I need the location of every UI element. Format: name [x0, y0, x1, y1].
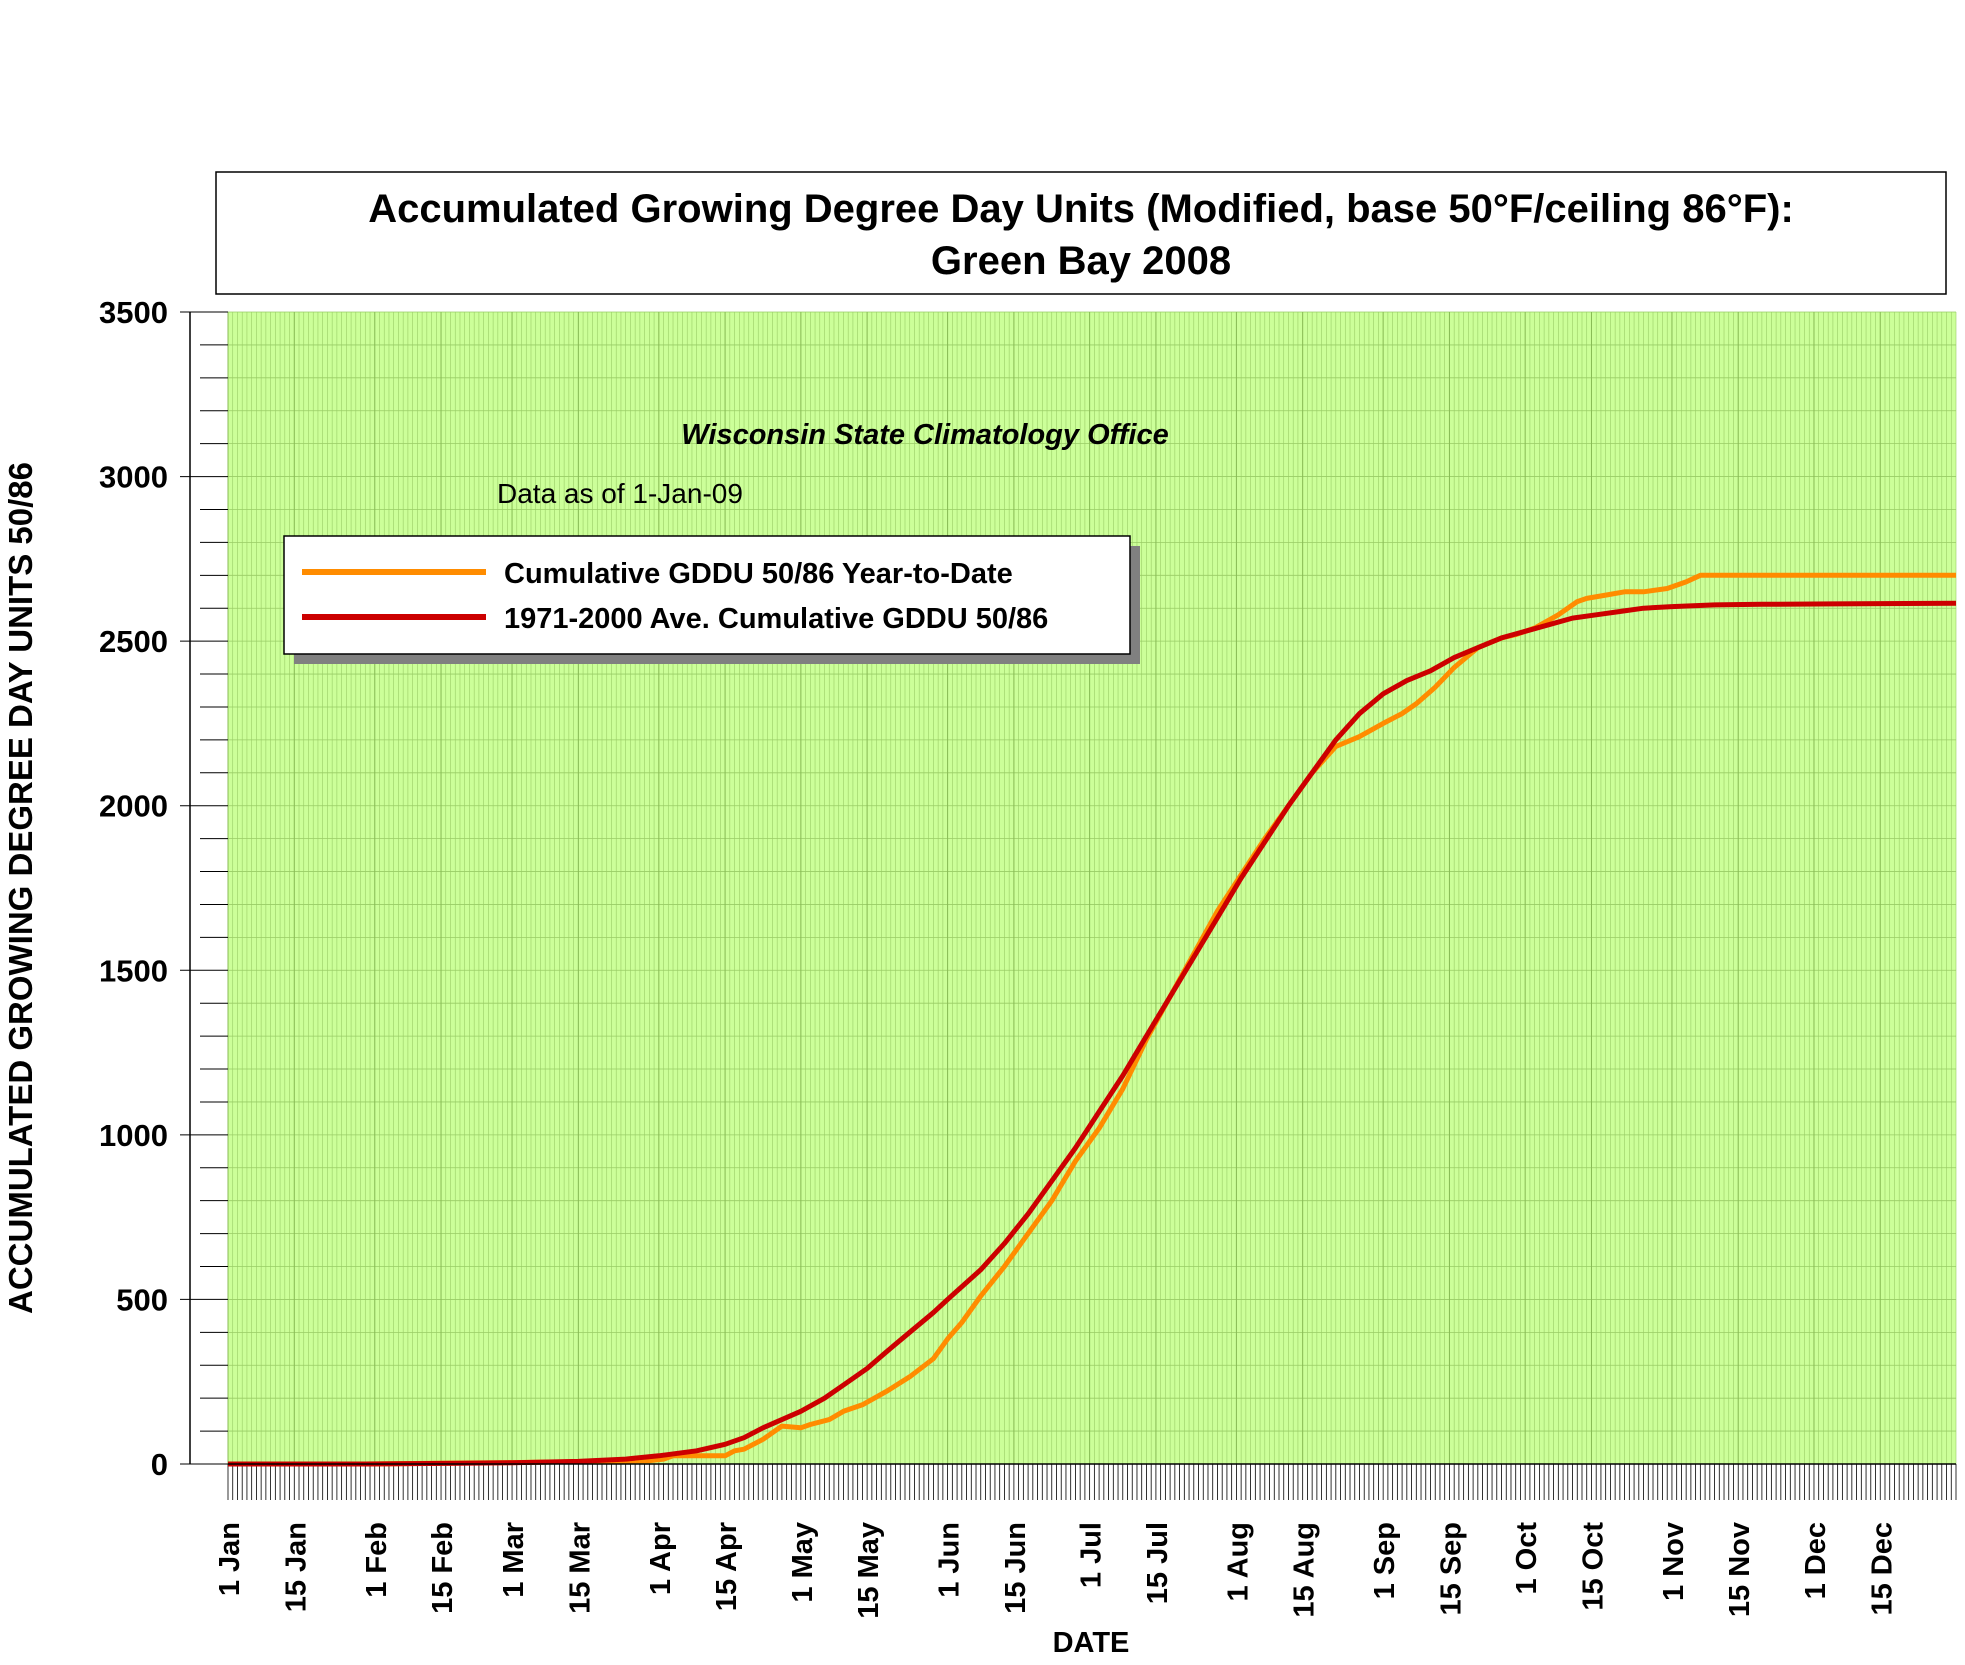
x-axis-title: DATE	[1053, 1627, 1130, 1659]
x-tick-label: 15 Nov	[1724, 1522, 1756, 1617]
x-tick-label: 1 Aug	[1222, 1522, 1254, 1601]
minor-gridlines	[227, 312, 1957, 1464]
plot-area	[228, 312, 1956, 1464]
x-tick-label: 1 Jan	[214, 1522, 246, 1596]
asof-annotation: Data as of 1-Jan-09	[497, 478, 743, 509]
x-tick-label: 15 Dec	[1866, 1522, 1898, 1616]
legend-label-avg: 1971-2000 Ave. Cumulative GDDU 50/86	[504, 603, 1048, 635]
x-tick-label: 1 May	[787, 1522, 819, 1603]
x-tick-label: 1 Mar	[498, 1522, 530, 1598]
y-axis-ticks: 0 500 1000 1500 2000 2500 3000 3500	[99, 295, 228, 1482]
legend-box	[283, 535, 1131, 655]
x-tick-label: 15 Oct	[1577, 1522, 1609, 1611]
y-axis-title: ACCUMULATED GROWING DEGREE DAY UNITS 50/…	[2, 462, 39, 1314]
x-tick-label: 1 Dec	[1800, 1522, 1832, 1599]
x-tick-label: 15 Feb	[427, 1522, 459, 1614]
x-tick-label: 1 Feb	[361, 1522, 393, 1598]
x-tick-labels: 1 Jan 15 Jan 1 Feb 15 Feb 1 Mar 15 Mar 1 Apr 15…	[214, 1522, 1898, 1619]
y-tick-label: 3500	[99, 295, 168, 330]
title-box	[215, 171, 1947, 295]
y-tick-label: 1500	[99, 953, 168, 988]
y-tick-label: 0	[151, 1447, 168, 1482]
x-tick-label: 15 Apr	[711, 1522, 743, 1611]
x-tick-label: 15 Jul	[1142, 1522, 1174, 1604]
source-annotation: Wisconsin State Climatology Office	[681, 419, 1168, 451]
x-tick-label: 15 Mar	[564, 1522, 596, 1614]
x-tick-label: 1 Jun	[934, 1522, 966, 1598]
x-tick-label: 1 Apr	[645, 1522, 677, 1595]
y-tick-label: 2000	[99, 789, 168, 824]
x-tick-label: 1 Nov	[1658, 1522, 1690, 1601]
x-tick-label: 15 Jan	[280, 1522, 312, 1612]
chart-subtitle: Green Bay 2008	[931, 239, 1231, 283]
y-tick-label: 1000	[99, 1118, 168, 1153]
legend-label-ytd: Cumulative GDDU 50/86 Year-to-Date	[504, 558, 1013, 590]
x-tick-label: 15 May	[853, 1522, 885, 1619]
y-tick-label: 2500	[99, 624, 168, 659]
y-tick-label: 500	[116, 1282, 168, 1317]
x-tick-label: 1 Sep	[1369, 1522, 1401, 1599]
x-tick-label: 15 Aug	[1289, 1522, 1321, 1618]
series-lines	[228, 572, 1957, 1467]
chart-title: Accumulated Growing Degree Day Units (Mo…	[368, 187, 1794, 231]
x-tick-label: 1 Jul	[1076, 1522, 1108, 1588]
y-tick-label: 3000	[99, 460, 168, 495]
legend: Cumulative GDDU 50/86 Year-to-Date 1971-…	[283, 535, 1140, 664]
x-tick-label: 15 Sep	[1435, 1522, 1467, 1616]
x-minor-ticks	[227, 1464, 1957, 1500]
series-line-avg	[228, 600, 1957, 1467]
x-tick-label: 15 Jun	[1000, 1522, 1032, 1614]
x-tick-label: 1 Oct	[1511, 1522, 1543, 1595]
